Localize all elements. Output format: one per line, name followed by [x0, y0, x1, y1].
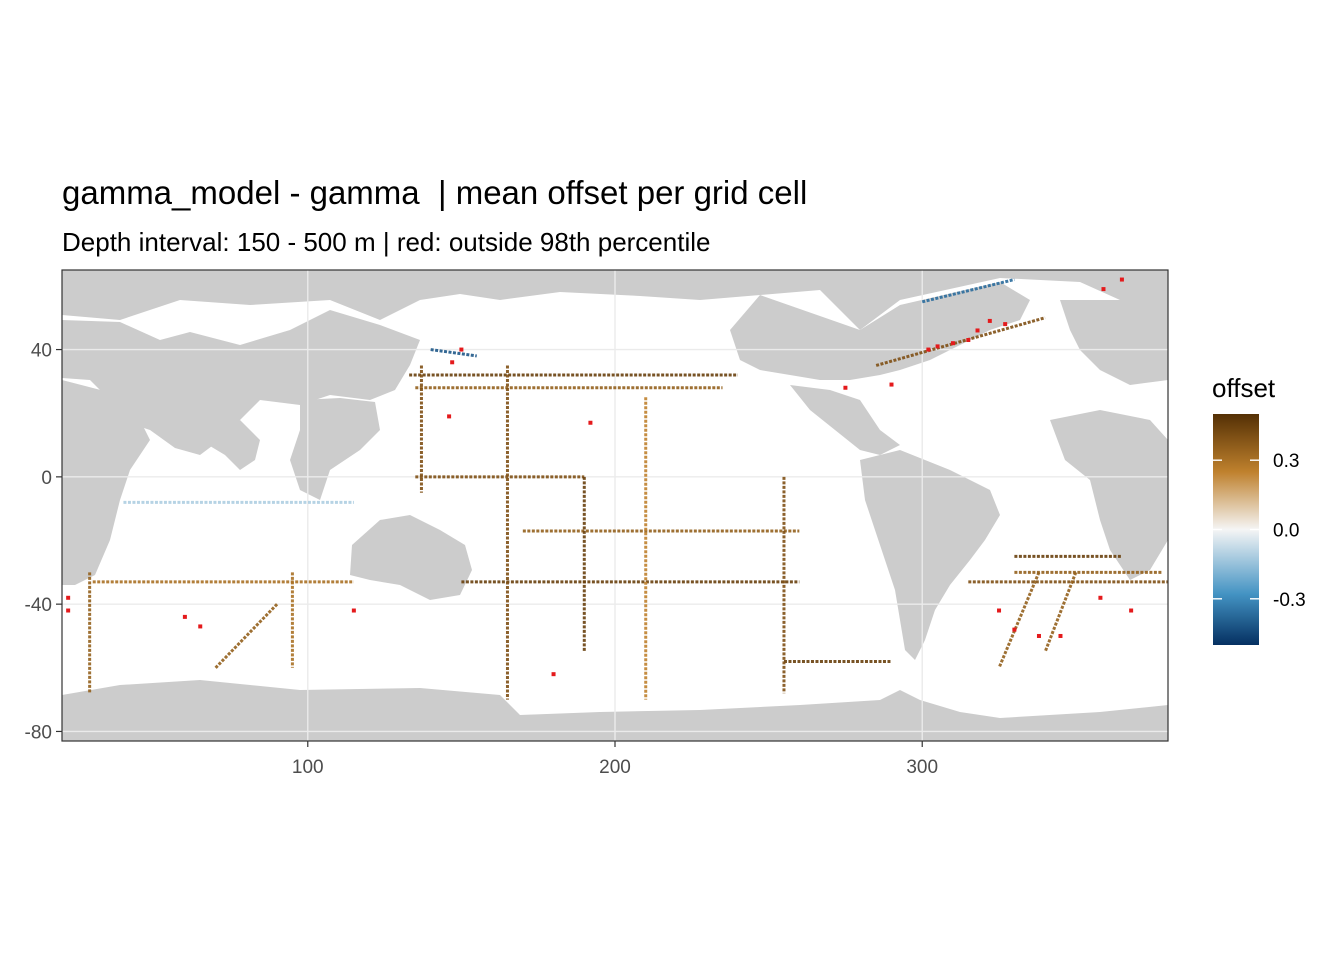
track-23 [430, 348, 477, 358]
outlier-cell-19 [1058, 633, 1063, 638]
legend-tick-label-1: 0.0 [1273, 521, 1299, 542]
y-axis: 40 0 -40 -80 [25, 341, 62, 743]
legend-ticks: 0.3 0.0 -0.3 [1213, 451, 1306, 611]
track-20 [875, 316, 1046, 367]
track-19 [1043, 571, 1078, 653]
land-south-asia [200, 420, 260, 470]
outlier-cell-5 [182, 614, 187, 619]
land-south-america [860, 450, 1000, 660]
outlier-cell-16 [997, 608, 1002, 613]
outlier-cells [66, 277, 1134, 677]
outlier-cell-4 [66, 608, 71, 613]
outlier-cell-15 [1119, 277, 1124, 282]
outlier-cell-2 [447, 414, 452, 419]
outlier-cell-26 [551, 672, 556, 677]
x-tick-label-0: 100 [292, 757, 324, 778]
outlier-cell-0 [459, 347, 464, 352]
offset-tracks [88, 278, 1168, 700]
outlier-cell-1 [450, 360, 455, 365]
track-18 [997, 571, 1041, 669]
y-tick-label-1: 0 [41, 468, 52, 489]
outlier-cell-24 [588, 420, 593, 425]
land-se-asia [290, 398, 380, 500]
outlier-cell-20 [1098, 595, 1103, 600]
land-australia [350, 515, 472, 600]
land-europe [1060, 295, 1168, 385]
outlier-cell-7 [926, 347, 931, 352]
outlier-cell-3 [66, 595, 71, 600]
track-21 [921, 278, 1015, 304]
chart-title: gamma_model - gamma | mean offset per gr… [62, 174, 808, 211]
land-north-rim [62, 270, 1168, 330]
legend-tick-label-2: -0.3 [1273, 590, 1306, 611]
outlier-cell-12 [987, 318, 992, 323]
y-tick-label-3: -80 [25, 722, 52, 743]
outlier-cell-18 [1036, 633, 1041, 638]
x-tick-label-2: 300 [906, 757, 938, 778]
y-tick-label-0: 40 [31, 341, 52, 362]
land-eurasia-west [62, 310, 420, 455]
outlier-cell-9 [950, 341, 955, 346]
legend-tick-label-0: 0.3 [1273, 451, 1299, 472]
outlier-cell-13 [1003, 322, 1008, 327]
land-africa [62, 380, 150, 585]
outlier-cell-10 [966, 338, 971, 343]
track-17 [214, 603, 279, 669]
legend: offset 0.3 0.0 -0.3 [1212, 373, 1306, 645]
land-west-africa [1050, 410, 1168, 580]
outlier-cell-6 [198, 624, 203, 629]
outlier-cell-14 [1101, 287, 1106, 292]
land-north-america [730, 282, 1030, 380]
land-central-america [790, 385, 900, 455]
land-antarctica [62, 680, 1168, 741]
x-axis: 100 200 300 [292, 741, 938, 778]
outlier-cell-22 [889, 382, 894, 387]
outlier-cell-25 [351, 608, 356, 613]
land-masses [62, 270, 1168, 741]
outlier-cell-21 [1129, 608, 1134, 613]
y-tick-label-2: -40 [25, 595, 52, 616]
outlier-cell-23 [843, 385, 848, 390]
outlier-cell-17 [1012, 627, 1017, 632]
outlier-cell-11 [975, 328, 980, 333]
plot-panel [61, 269, 1169, 742]
chart-subtitle: Depth interval: 150 - 500 m | red: outsi… [62, 227, 711, 257]
x-tick-label-1: 200 [599, 757, 631, 778]
legend-title: offset [1212, 373, 1276, 403]
grid-lines [62, 270, 1168, 741]
outlier-cell-8 [935, 344, 940, 349]
